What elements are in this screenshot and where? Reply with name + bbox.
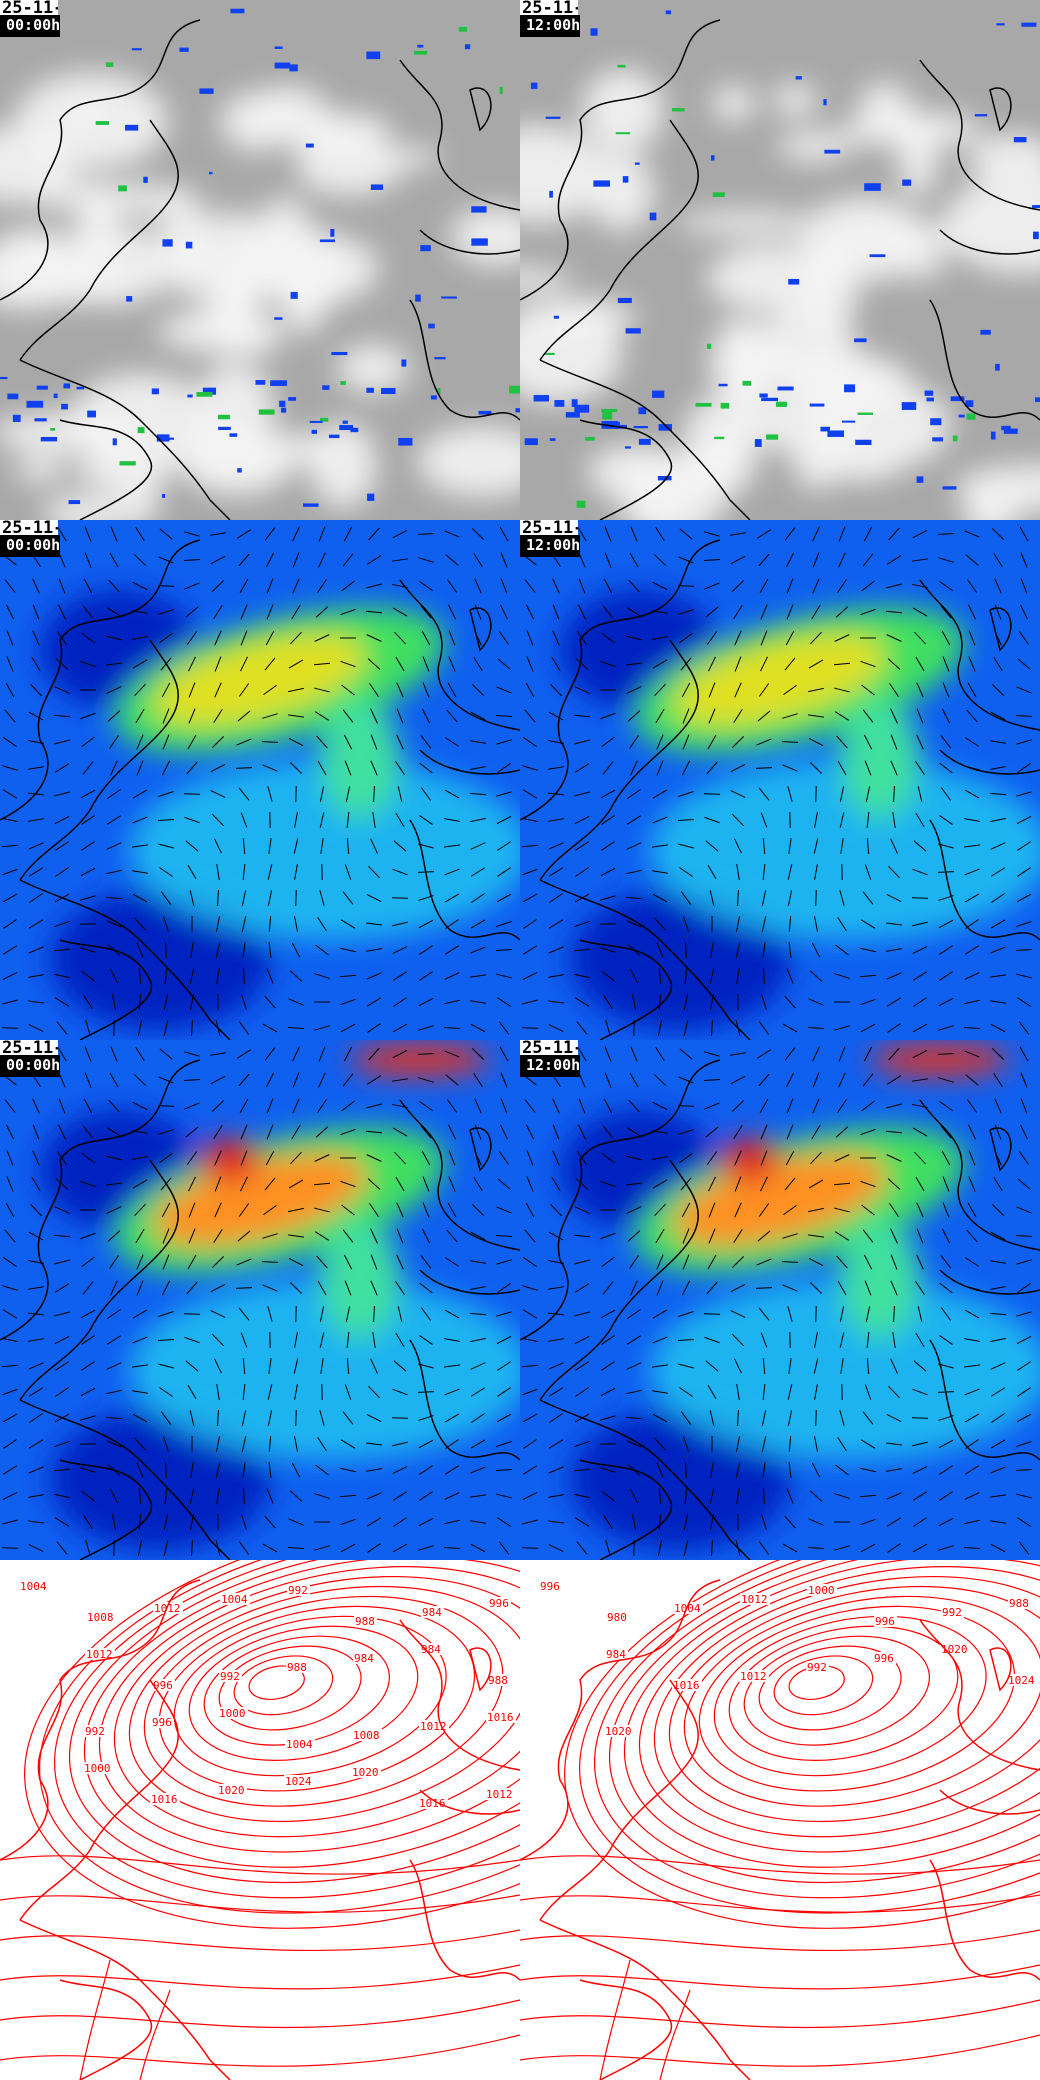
isobar-label: 1016 — [673, 1679, 700, 1692]
isobar-label: 996 — [152, 1716, 172, 1729]
isobar-label: 992 — [942, 1606, 962, 1619]
isobar-label: 984 — [422, 1606, 442, 1619]
coastline — [520, 539, 1040, 1040]
wind-low-map — [520, 520, 1040, 1040]
isobar-label: 1020 — [605, 1725, 632, 1738]
isobar-label: 992 — [288, 1584, 308, 1597]
isobar-label: 1012 — [486, 1788, 513, 1801]
isobar-label: 988 — [1009, 1597, 1029, 1610]
isobar-label: 1004 — [20, 1580, 47, 1593]
pressure-map: 9969801004101210009969929889841016101299… — [520, 1560, 1040, 2080]
isobar-label: 1024 — [1008, 1674, 1035, 1687]
date-label: 25-11-0 — [0, 0, 58, 15]
isobar-label: 1000 — [808, 1584, 835, 1597]
wind-high-map — [0, 1040, 520, 1560]
time-label: 00:00h — [0, 15, 60, 37]
satellite-map-panel: 25-11-012:00h — [520, 0, 1040, 520]
isobar-label: 1008 — [87, 1611, 114, 1624]
date-label: 25-11-0 — [520, 1040, 578, 1055]
isobar-label: 996 — [875, 1615, 895, 1628]
isobar-label: 988 — [287, 1661, 307, 1674]
pressure-map-panel: 996 980 1004 1012 1000 996 992 988 984 1016 1012 99… — [520, 1560, 1040, 2080]
time-label: 12:00h — [520, 1055, 580, 1077]
date-label: 25-11-0 — [520, 520, 578, 535]
isobar-label: 996 — [153, 1679, 173, 1692]
isobar-label: 988 — [355, 1615, 375, 1628]
date-label: 25-11-0 — [520, 0, 578, 15]
time-label: 12:00h — [520, 535, 580, 557]
isobar-label: 1004 — [221, 1593, 248, 1606]
timestamp-label: 25-11-000:00h — [0, 0, 60, 37]
isobar-label: 996 — [874, 1652, 894, 1665]
isobar-label: 1024 — [285, 1775, 312, 1788]
wind-low-map-panel: 25-11-000:00h — [0, 520, 520, 1040]
timestamp-label: 25-11-000:00h — [0, 1040, 60, 1077]
isobar-label: 1020 — [218, 1784, 245, 1797]
pressure-map-panel: 1004 1008 1012 1004 992 988 984 996 1012 996 992 98… — [0, 1560, 520, 2080]
time-label: 12:00h — [520, 15, 580, 37]
coastline — [0, 1579, 520, 2080]
isobar-label: 980 — [607, 1611, 627, 1624]
isobar-label: 1012 — [741, 1593, 768, 1606]
isobar-label: 984 — [421, 1643, 441, 1656]
timestamp-label: 25-11-012:00h — [520, 1040, 580, 1077]
isobar-label: 1012 — [740, 1670, 767, 1683]
isobar-label: 1016 — [151, 1793, 178, 1806]
timestamp-label: 25-11-012:00h — [520, 0, 580, 37]
isobar-label: 992 — [807, 1661, 827, 1674]
timestamp-label: 25-11-012:00h — [520, 520, 580, 557]
isobar-label: 988 — [488, 1674, 508, 1687]
coastline — [0, 1059, 520, 1560]
isobar-label: 984 — [354, 1652, 374, 1665]
coastline — [520, 1579, 1040, 2080]
wind-low-map-panel: 25-11-012:00h — [520, 520, 1040, 1040]
satellite-map — [520, 0, 1040, 520]
isobar-label: 1008 — [353, 1729, 380, 1742]
satellite-map-panel: 25-11-000:00h — [0, 0, 520, 520]
isobar-label: 1012 — [420, 1720, 447, 1733]
isobar-label: 996 — [540, 1580, 560, 1593]
isobar-label: 996 — [489, 1597, 509, 1610]
isobar-label: 992 — [220, 1670, 240, 1683]
wind-high-map-panel: 25-11-012:00h — [520, 1040, 1040, 1560]
coastline — [0, 539, 520, 1040]
pressure-map: 1004 1008 1012 1004 992 988 984 996 1012 996 992 98… — [0, 1560, 520, 2080]
date-label: 25-11-0 — [0, 520, 58, 535]
isobar-label: 992 — [85, 1725, 105, 1738]
isobar-label: 1020 — [352, 1766, 379, 1779]
isobar-label: 1004 — [286, 1738, 313, 1751]
time-label: 00:00h — [0, 1055, 60, 1077]
wind-low-map — [0, 520, 520, 1040]
isobar-label: 1012 — [86, 1648, 113, 1661]
satellite-map — [0, 0, 520, 520]
isobar-label: 1016 — [487, 1711, 514, 1724]
coastline — [520, 1059, 1040, 1560]
isobar-label: 1016 — [419, 1797, 446, 1810]
coastline — [520, 19, 1040, 520]
isobar-label: 1000 — [84, 1762, 111, 1775]
coastline — [0, 19, 520, 520]
isobar-label: 984 — [606, 1648, 626, 1661]
time-label: 00:00h — [0, 535, 60, 557]
wind-high-map-panel: 25-11-000:00h — [0, 1040, 520, 1560]
date-label: 25-11-0 — [0, 1040, 58, 1055]
isobar-label: 1000 — [219, 1707, 246, 1720]
timestamp-label: 25-11-000:00h — [0, 520, 60, 557]
wind-high-map — [520, 1040, 1040, 1560]
